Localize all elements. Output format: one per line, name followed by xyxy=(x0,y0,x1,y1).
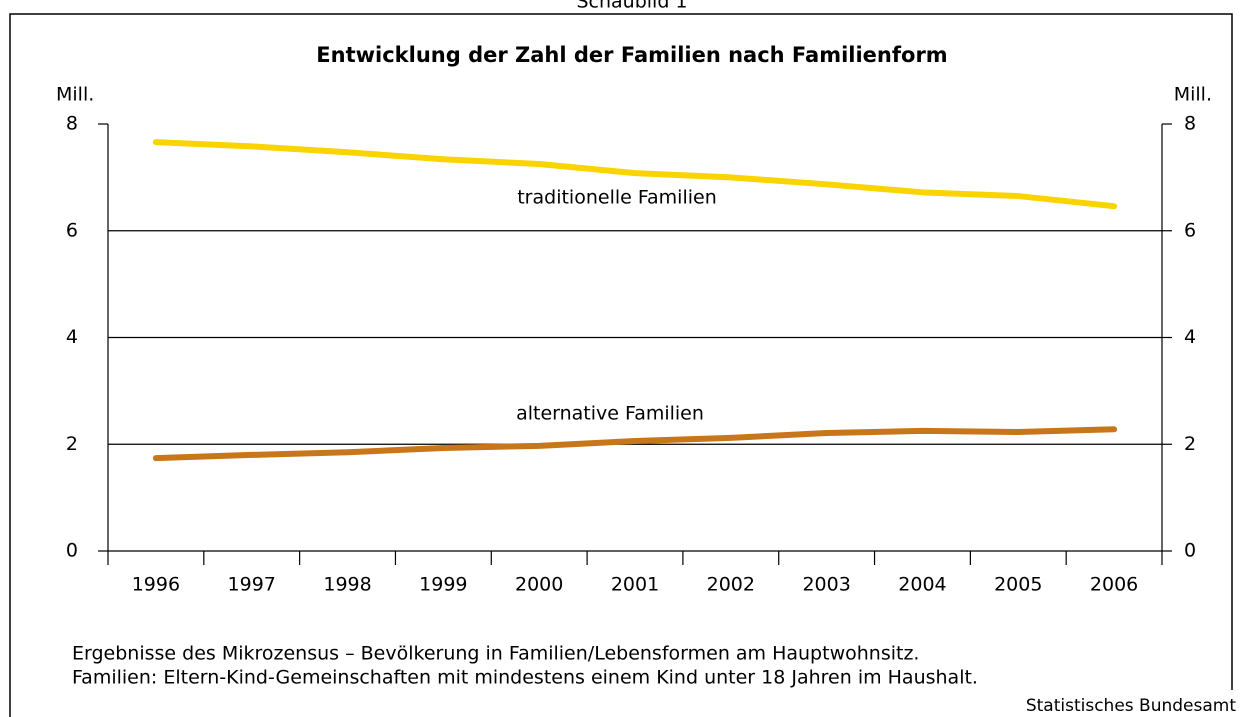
x-tick-label: 1998 xyxy=(323,574,371,596)
note: Familien: Eltern-Kind-Gemeinschaften mit… xyxy=(72,667,978,689)
y2-tick-label: 0 xyxy=(1184,540,1196,562)
x-tick-label: 2001 xyxy=(611,574,659,596)
series-label: alternative Familien xyxy=(516,403,704,425)
x-tick-label: 2004 xyxy=(898,574,946,596)
series-label: traditionelle Familien xyxy=(517,187,717,209)
y2-tick-label: 8 xyxy=(1184,113,1196,135)
x-tick-label: 1999 xyxy=(419,574,467,596)
y2-tick-label: 6 xyxy=(1184,219,1196,241)
note: Ergebnisse des Mikrozensus – Bevölkerung… xyxy=(72,643,919,665)
y-tick-label: 0 xyxy=(66,540,78,562)
y-tick-label: 4 xyxy=(66,326,78,348)
y-tick-label: 2 xyxy=(66,433,78,455)
y-tick-label: 6 xyxy=(66,219,78,241)
chart-title: Entwicklung der Zahl der Familien nach F… xyxy=(316,43,947,67)
caption: Schaubild 1 xyxy=(576,0,687,13)
x-tick-label: 2002 xyxy=(707,574,755,596)
y2-tick-label: 2 xyxy=(1184,433,1196,455)
series-line xyxy=(152,426,1118,462)
series-line xyxy=(152,139,1118,210)
y2-unit: Mill. xyxy=(1174,84,1212,106)
x-tick-label: 1997 xyxy=(228,574,276,596)
x-tick-label: 2000 xyxy=(515,574,563,596)
y-unit: Mill. xyxy=(56,84,94,106)
x-tick-label: 2003 xyxy=(802,574,850,596)
source: Statistisches Bundesamt xyxy=(1026,696,1237,716)
x-tick-label: 1996 xyxy=(132,574,180,596)
x-tick-label: 2005 xyxy=(994,574,1042,596)
y-tick-label: 8 xyxy=(66,113,78,135)
y2-tick-label: 4 xyxy=(1184,326,1196,348)
x-tick-label: 2006 xyxy=(1090,574,1138,596)
frame xyxy=(9,13,1233,717)
